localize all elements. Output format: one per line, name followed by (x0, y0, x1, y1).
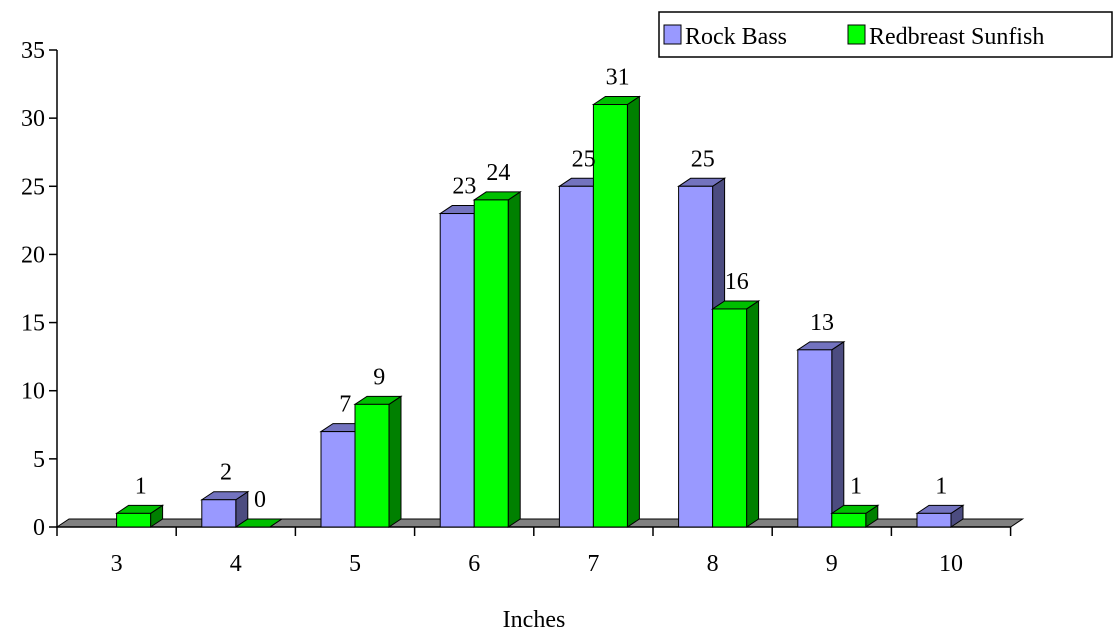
bar-redbreast-sunfish (353, 395, 403, 528)
x-axis-title: Inches (503, 607, 566, 633)
bar-redbreast-sunfish (830, 504, 880, 528)
y-tick-label: 5 (33, 447, 45, 473)
y-tick-label: 30 (21, 106, 45, 132)
data-label: 25 (691, 146, 715, 172)
x-tick-label: 8 (707, 551, 719, 577)
data-label: 25 (572, 146, 596, 172)
data-label: 2 (220, 460, 232, 486)
data-label: 31 (606, 65, 630, 91)
y-tick-label: 0 (33, 515, 45, 541)
legend-label: Rock Bass (685, 24, 787, 50)
data-label: 0 (254, 487, 266, 513)
bar-rock-bass (796, 340, 846, 528)
y-tick-label: 35 (21, 38, 45, 64)
bar-redbreast-sunfish (114, 504, 165, 528)
x-tick-label: 3 (111, 551, 123, 577)
y-tick-label: 15 (21, 311, 45, 337)
bar-rock-bass (915, 504, 965, 528)
data-label: 13 (810, 310, 834, 336)
data-label: 1 (135, 473, 147, 499)
x-tick-label: 10 (939, 551, 963, 577)
x-tick-label: 7 (587, 551, 599, 577)
x-tick-label: 5 (349, 551, 361, 577)
bar-rock-bass (200, 490, 250, 528)
legend-label: Redbreast Sunfish (869, 24, 1044, 50)
bar-redbreast-sunfish (591, 95, 642, 528)
data-label: 16 (725, 269, 749, 295)
data-label: 7 (339, 392, 351, 418)
data-label: 23 (452, 174, 476, 200)
y-tick-label: 25 (21, 174, 45, 200)
legend-swatch (847, 24, 866, 45)
y-tick-label: 10 (21, 379, 45, 405)
x-tick-label: 6 (468, 551, 480, 577)
legend: Rock Bass Redbreast Sunfish (658, 11, 1113, 58)
bars (114, 95, 965, 528)
data-labels: 1 20 79 23 24 25 31 25 16 13 1 1 (135, 65, 947, 513)
bar-redbreast-sunfish (710, 300, 761, 528)
bar-redbreast-sunfish (472, 190, 522, 528)
legend-box (658, 11, 1113, 58)
y-tick-label: 20 (21, 242, 45, 268)
data-label: 1 (850, 473, 862, 499)
legend-swatch (663, 24, 682, 45)
bar-redbreast-sunfish (234, 518, 284, 528)
data-label: 1 (935, 473, 947, 499)
x-tick-label: 9 (826, 551, 838, 577)
data-label: 9 (373, 364, 385, 390)
data-label: 24 (486, 160, 510, 186)
x-tick-label: 4 (230, 551, 242, 577)
